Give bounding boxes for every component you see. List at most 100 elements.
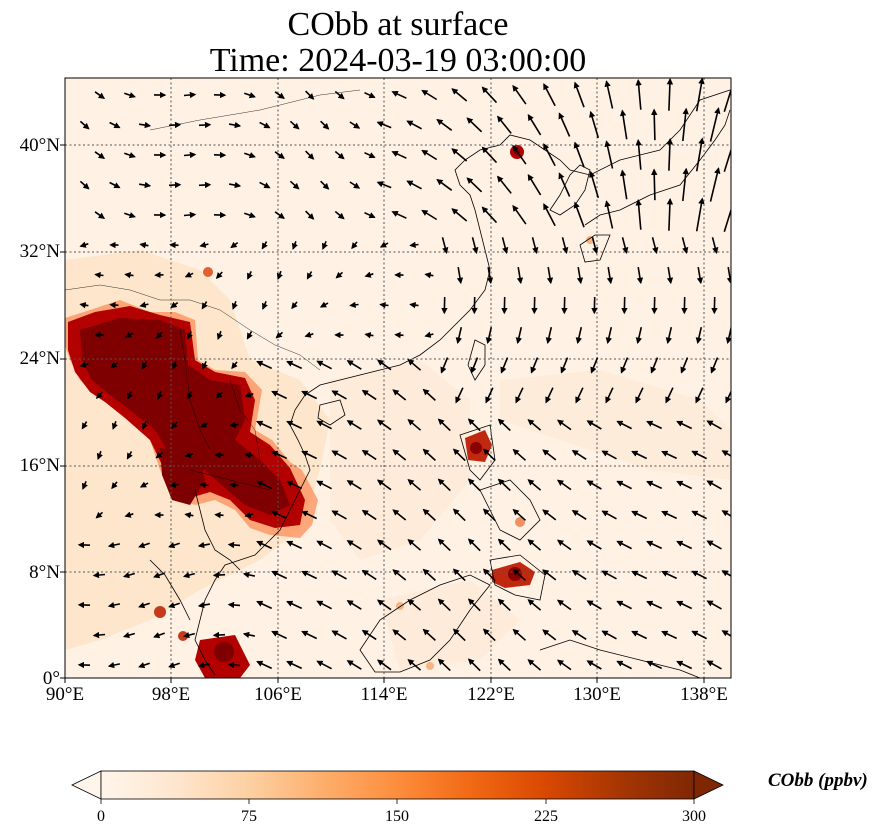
wind-arrow [436,178,453,191]
wind-arrow [721,630,731,637]
wind-arrow [650,357,659,374]
wind-arrow [407,598,422,611]
wind-arrow [141,420,148,430]
wind-arrow [286,360,303,370]
wind-arrow [421,209,438,221]
wind-arrow [261,241,268,250]
wind-arrow [616,540,632,550]
wind-arrow [621,237,629,254]
wind-arrow [682,107,689,142]
wind-arrow [711,237,719,254]
wind-arrow [361,629,377,641]
wind-arrow [331,390,347,400]
wind-arrow [246,331,253,340]
wind-arrow [665,387,674,404]
wind-arrow [409,241,419,249]
wind-arrow [286,540,303,550]
wind-arrow [515,387,524,404]
wind-arrow [364,332,374,339]
wind-arrow [455,387,464,404]
wind-arrow [695,387,704,404]
wind-arrow [586,600,602,610]
wind-arrow [286,420,303,430]
wind-arrow [376,479,392,491]
map-title: CObb at surface [287,6,509,43]
wind-arrow [691,570,707,580]
wind-arrow [334,90,345,100]
wind-arrow [497,538,511,552]
wind-arrow [723,137,731,172]
wind-arrow [723,78,731,112]
wind-arrow [392,629,407,641]
wind-arrow [306,271,313,280]
wind-arrow [481,86,498,104]
wind-arrow [666,78,674,111]
wind-arrow [451,148,468,162]
wind-arrow [543,203,556,227]
wind-arrow [422,448,436,461]
wind-arrow [485,387,494,404]
wind-arrow [527,479,542,491]
colorbar-title: CObb (ppbv) [768,770,868,791]
wind-arrow [407,418,422,431]
wind-arrow [606,266,614,285]
gridlines [65,78,731,678]
wind-arrow [331,570,347,580]
wind-arrow [661,630,678,640]
wind-vectors [77,78,731,672]
wind-arrow [437,478,451,492]
wind-arrow [497,115,512,134]
wind-arrow [726,266,731,285]
lon-tick-label: 106°E [254,684,302,705]
wind-arrow [666,198,674,231]
wind-arrow [409,301,419,309]
wind-arrow [122,632,136,639]
wind-arrow [244,391,254,398]
wind-arrow [605,387,614,404]
wind-arrow [247,271,253,280]
wind-arrow [316,660,332,670]
wind-arrow [516,266,524,285]
wind-arrow [111,421,118,430]
wind-arrow [556,539,572,551]
wind-arrow [364,271,374,278]
wind-arrow [515,327,523,345]
wind-arrow [470,357,479,374]
wind-arrow [346,480,362,490]
wind-arrow [124,152,136,159]
wind-arrow [392,389,407,401]
wind-arrow [199,241,209,248]
wind-arrow [256,660,273,670]
wind-arrow [631,630,648,640]
wind-arrow [320,180,330,190]
wind-arrow [571,510,587,520]
wind-arrow [107,661,121,669]
wind-arrow [527,114,542,136]
wind-arrow [227,661,241,669]
wind-arrow [452,448,466,462]
wind-arrow [271,630,288,640]
wind-arrow [79,241,89,248]
wind-arrow [604,80,614,109]
wind-arrow [616,480,632,490]
wind-arrow [486,266,494,285]
wind-arrow [681,237,689,254]
wind-arrow [392,569,407,581]
wind-arrow [682,167,689,202]
wind-arrow [334,150,345,160]
wind-arrow [109,121,121,129]
wind-arrow [466,117,483,133]
wind-arrow [482,508,496,522]
wind-arrow [361,449,377,461]
wind-arrow [376,539,392,551]
wind-arrow [651,237,659,254]
wind-arrow [500,357,509,374]
wind-arrow [601,510,617,520]
wind-arrow [81,421,88,430]
wind-arrow [455,327,463,345]
wind-arrow [586,660,602,670]
wind-arrow [244,511,254,518]
wind-arrow [601,450,617,460]
wind-arrow [244,452,254,459]
wind-arrow [646,660,663,670]
